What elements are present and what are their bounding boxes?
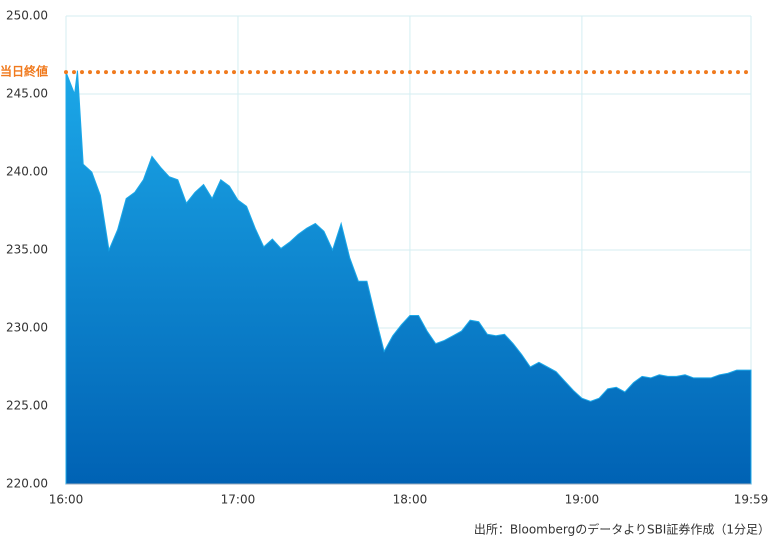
y-tick-label: 240.00 — [6, 165, 48, 179]
y-tick-label: 230.00 — [6, 321, 48, 335]
y-tick-label: 225.00 — [6, 399, 48, 413]
x-tick-label: 16:00 — [49, 493, 84, 507]
y-tick-label: 220.00 — [6, 477, 48, 491]
y-tick-label: 250.00 — [6, 9, 48, 23]
x-tick-label: 17:00 — [221, 493, 256, 507]
source-note: 出所：BloombergのデータよりSBI証券作成（1分足） — [474, 522, 770, 537]
reference-label: 当日終値 — [0, 64, 48, 79]
y-tick-label: 245.00 — [6, 87, 48, 101]
y-tick-label: 235.00 — [6, 243, 48, 257]
x-tick-label: 19:59 — [734, 493, 769, 507]
area — [65, 70, 752, 485]
x-tick-label: 19:00 — [565, 493, 600, 507]
x-tick-label: 18:00 — [393, 493, 428, 507]
